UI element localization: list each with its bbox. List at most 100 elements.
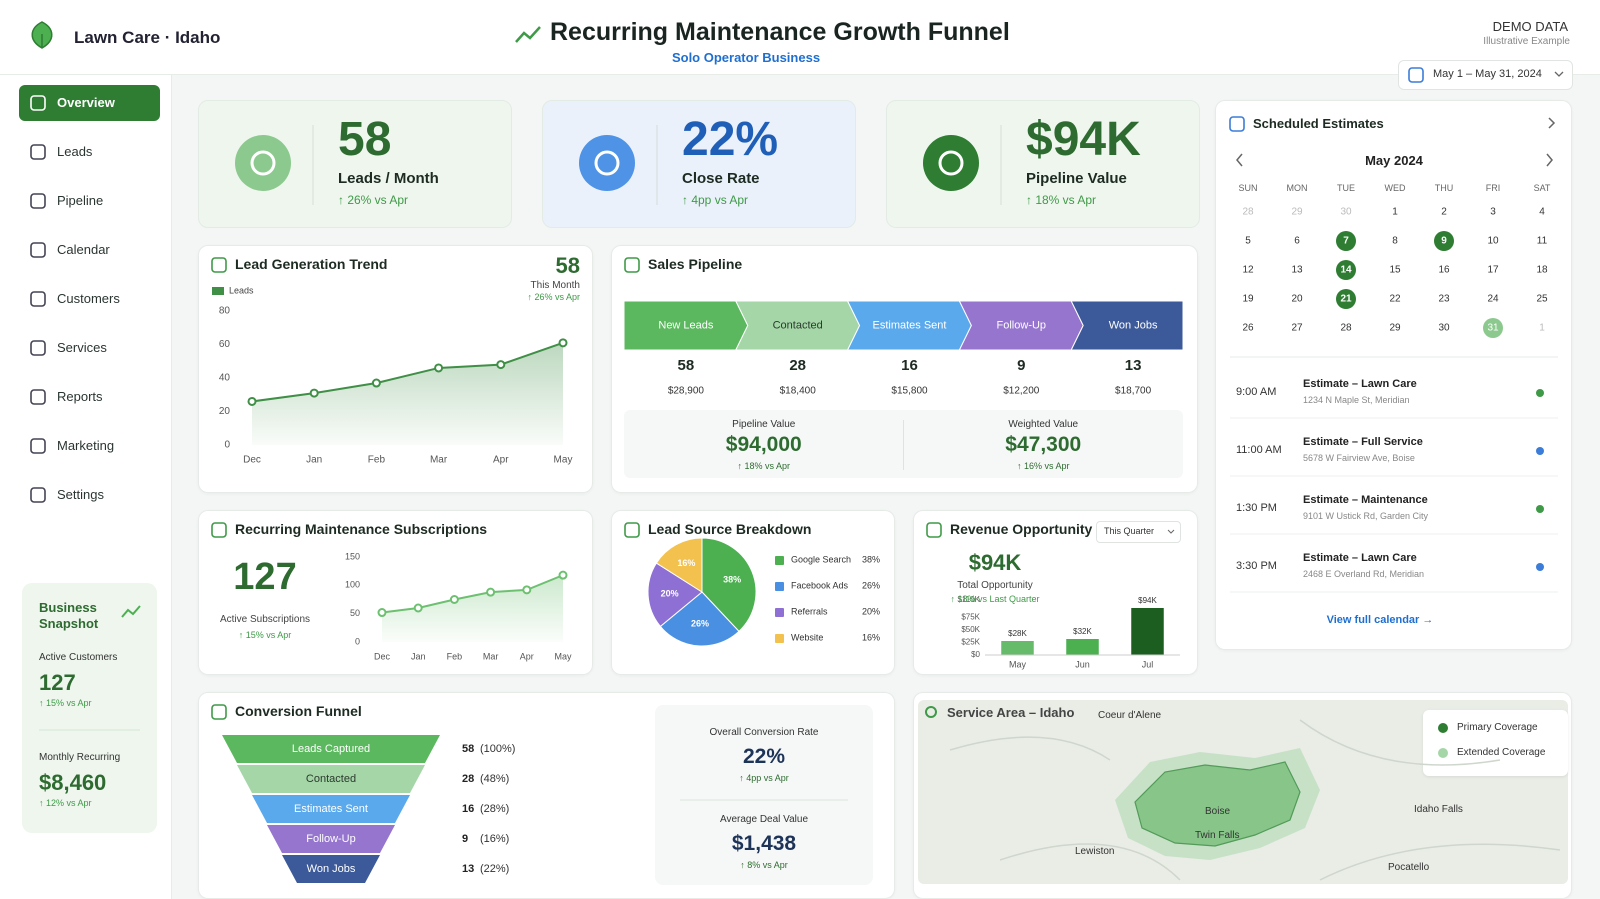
line-point (377, 608, 387, 618)
nav-item[interactable] (19, 85, 160, 121)
stage-label: New Leads (658, 319, 714, 331)
highlight-value: 127 (233, 556, 297, 598)
funnel-count: 28 (462, 773, 474, 785)
highlight-change: ↑ 15% vs Apr (238, 630, 292, 640)
kpi-label: Leads / Month (338, 170, 439, 187)
highlight-change: ↑ 26% vs Apr (527, 292, 580, 302)
summary-change: ↑ 16% vs Apr (1016, 461, 1070, 471)
stage-amount: $18,400 (780, 386, 817, 397)
x-tick-label: Jan (411, 651, 426, 661)
summary-change: ↑ 18% vs Apr (737, 461, 791, 471)
bar-label: $94K (1138, 596, 1157, 605)
legend-swatch (775, 556, 784, 565)
day: 14 (1340, 265, 1352, 276)
funnel-label: Won Jobs (307, 863, 356, 875)
date-picker[interactable] (1398, 60, 1573, 90)
icon (30, 389, 46, 405)
day: 28 (1242, 207, 1254, 218)
nav-label[interactable]: Customers (57, 291, 120, 306)
funnel-label: Contacted (306, 773, 356, 785)
road (999, 843, 1181, 881)
control-dropdown[interactable] (1096, 521, 1181, 543)
icon (211, 522, 227, 538)
nav-label[interactable]: Calendar (57, 242, 110, 257)
day: 29 (1291, 207, 1303, 218)
nav-label[interactable]: Overview (57, 95, 115, 110)
bar (1066, 639, 1099, 655)
day: 1 (1539, 323, 1545, 334)
panel-title: Sales Pipeline (648, 256, 743, 272)
place-label: Twin Falls (1195, 830, 1240, 841)
kpi-change: ↑ 26% vs Apr (338, 193, 409, 207)
funnel-count: 16 (462, 803, 474, 815)
calendar-link[interactable]: View full calendar → (1326, 614, 1434, 626)
nav-label[interactable]: Pipeline (57, 193, 104, 208)
funnel-count: 9 (462, 833, 468, 845)
kpi-value: 22% (682, 113, 779, 166)
y-tick-label: $50K (961, 625, 980, 634)
y-tick-label: $0 (971, 650, 980, 659)
kpi-change: ↑ 4pp vs Apr (682, 193, 749, 207)
stage-label: Follow-Up (997, 319, 1047, 331)
panel-title: Recurring Maintenance Subscriptions (235, 521, 488, 537)
place-label: Coeur d'Alene (1098, 710, 1162, 721)
stat-change: ↑ 8% vs Apr (740, 860, 788, 870)
panel-title: Conversion Funnel (235, 703, 362, 719)
event-address: 2468 E Overland Rd, Meridian (1303, 569, 1425, 579)
weekday: TUE (1337, 183, 1355, 193)
day: 6 (1294, 236, 1300, 247)
funnel-label: Estimates Sent (294, 803, 368, 815)
day: 8 (1392, 236, 1398, 247)
nav-label[interactable]: Reports (57, 389, 103, 404)
day: 25 (1536, 294, 1548, 305)
funnel-stats (655, 705, 873, 885)
snapshot-title: Business Snapshot (39, 600, 99, 631)
legend-swatch (775, 582, 784, 591)
y-tick-label: 0 (224, 440, 230, 451)
date-range: May 1 – May 31, 2024 (1433, 68, 1542, 80)
line-point (309, 388, 319, 398)
stage-count: 16 (901, 357, 918, 374)
funnel-label: Leads Captured (292, 743, 370, 755)
stage-label: Won Jobs (1109, 319, 1158, 331)
kpi-icon (235, 135, 291, 191)
panel-title: Revenue Opportunity (950, 521, 1093, 537)
nav-label[interactable]: Settings (57, 487, 104, 502)
summary-value: $94,000 (725, 433, 802, 456)
nav-arrow (1548, 117, 1556, 129)
pie-slice (647, 562, 703, 628)
day: 12 (1242, 265, 1254, 276)
x-tick-label: Apr (520, 651, 534, 661)
legend-value: 26% (862, 580, 880, 590)
brand: Lawn Care · Idaho (74, 28, 221, 47)
stat-label: Overall Conversion Rate (709, 727, 819, 738)
bar (1131, 608, 1164, 655)
y-tick-label: $110K (957, 595, 980, 604)
stage-amount: $12,200 (1003, 386, 1040, 397)
funnel-stage (222, 735, 440, 763)
line-point (247, 396, 257, 406)
highlight-value: $94K (968, 550, 1022, 575)
event-address: 1234 N Maple St, Meridian (1303, 395, 1410, 405)
road (949, 736, 1111, 761)
day: 19 (1242, 294, 1254, 305)
x-tick-label: Dec (374, 651, 391, 661)
nav-label[interactable]: Leads (57, 144, 93, 159)
panel-title: Lead Source Breakdown (648, 521, 812, 537)
line-point (413, 603, 423, 613)
today (1483, 318, 1503, 338)
event-address: 5678 W Fairview Ave, Boise (1303, 453, 1415, 463)
highlight-value: 58 (555, 253, 580, 278)
icon (926, 522, 942, 538)
nav-label[interactable]: Marketing (57, 438, 115, 453)
kpi-label: Pipeline Value (1026, 170, 1127, 187)
icon (30, 291, 46, 307)
day: 15 (1389, 265, 1401, 276)
nav-label[interactable]: Services (57, 340, 107, 355)
stat-change: ↑ 4pp vs Apr (739, 773, 789, 783)
snapshot-value: $8,460 (39, 770, 107, 795)
funnel-stage (237, 765, 425, 793)
demo-badge: DEMO DATA (1492, 19, 1568, 34)
control-label[interactable]: This Quarter (1104, 526, 1155, 536)
